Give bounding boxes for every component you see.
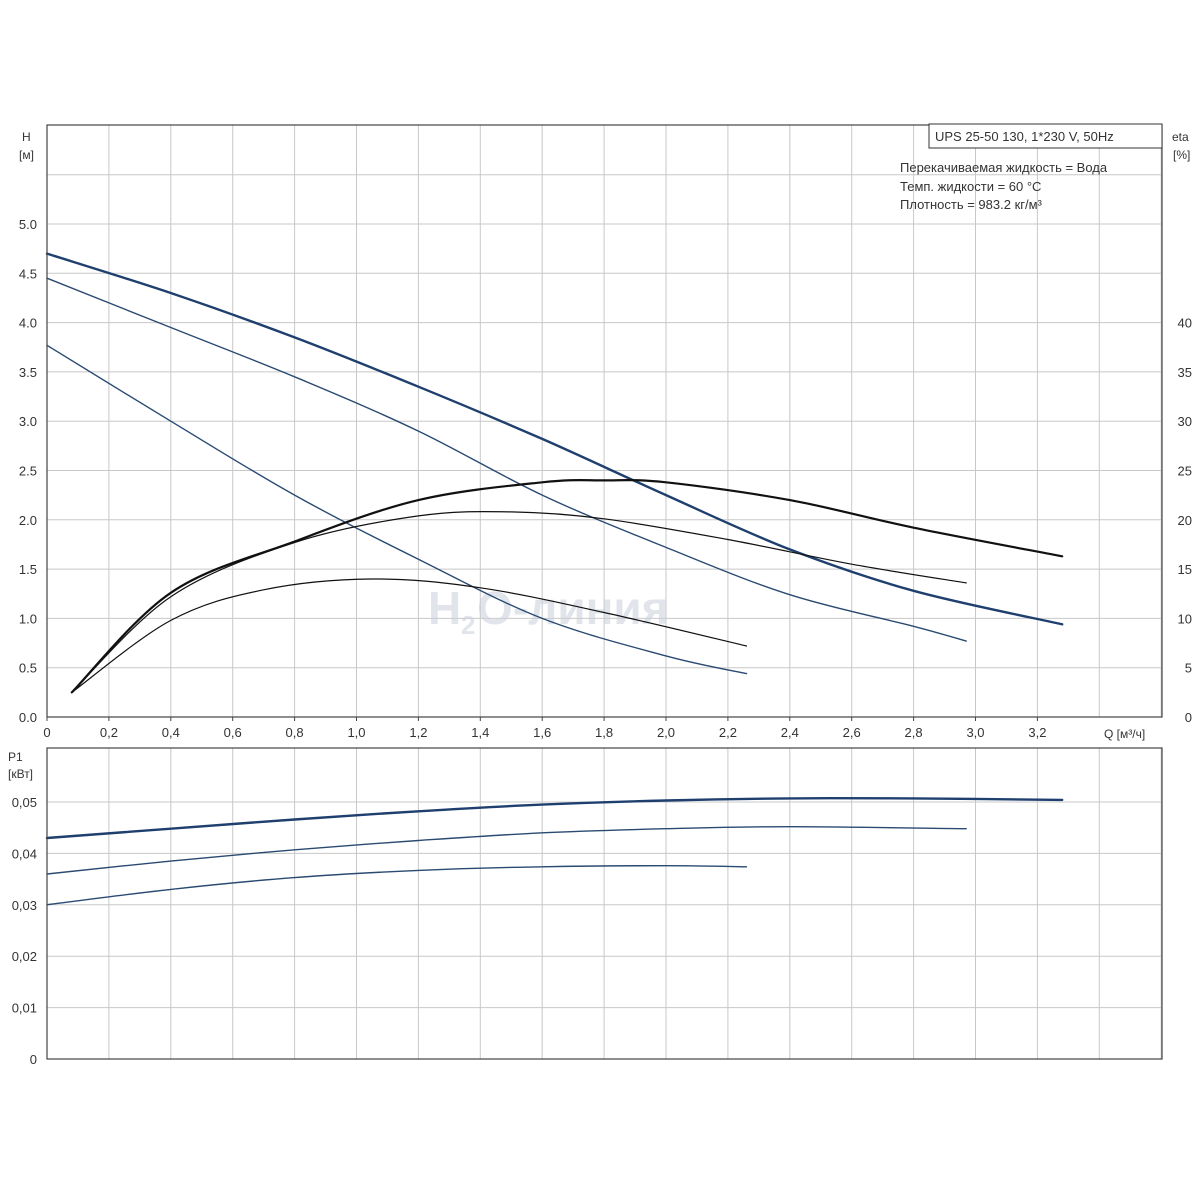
x-axis-title-q: Q [м³/ч]	[1104, 727, 1145, 741]
y2-axis-unit-percent: [%]	[1173, 148, 1190, 162]
x-tick-label: 0	[43, 725, 50, 740]
y-tick-label: 3.5	[19, 365, 37, 380]
y-tick-label: 4.0	[19, 316, 37, 331]
y-tick-label: 0.0	[19, 710, 37, 725]
x-tick-label: 0,6	[224, 725, 242, 740]
head-curve-2	[46, 277, 967, 642]
power-tick-label: 0	[30, 1052, 37, 1067]
y2-tick-label: 5	[1185, 661, 1192, 676]
y-tick-label: 5.0	[19, 217, 37, 232]
power-chart-grid	[47, 748, 1162, 1059]
x-tick-label: 0,2	[100, 725, 118, 740]
x-tick-label: 1,4	[471, 725, 489, 740]
y-axis-unit-m: [м]	[19, 148, 34, 162]
x-tick-label: 0,8	[286, 725, 304, 740]
power-tick-label: 0,04	[12, 846, 37, 861]
efficiency-curve-6	[71, 578, 748, 693]
x-tick-label: 2,4	[781, 725, 799, 740]
y2-tick-label: 10	[1178, 611, 1192, 626]
y2-tick-label: 40	[1178, 316, 1192, 331]
power-chart-axes: 0 0,01 0,02 0,03 0,04 0,05	[12, 747, 1163, 1067]
power-axis-title: P1	[8, 750, 23, 764]
power-curve-2	[46, 825, 967, 875]
x-tick-label: 3,0	[966, 725, 984, 740]
y2-axis-title-eta: eta	[1172, 130, 1189, 144]
efficiency-curve-5	[71, 510, 967, 693]
x-tick-label: 2,8	[905, 725, 923, 740]
x-tick-label: 1,0	[347, 725, 365, 740]
y-tick-label: 1.0	[19, 611, 37, 626]
y2-tick-label: 25	[1178, 464, 1192, 479]
power-tick-label: 0,05	[12, 795, 37, 810]
info-temperature: Темп. жидкости = 60 °C	[900, 179, 1041, 194]
x-tick-label: 0,4	[162, 725, 180, 740]
y-tick-label: 1.5	[19, 562, 37, 577]
y2-tick-label: 15	[1178, 562, 1192, 577]
watermark-sub: 2	[461, 610, 475, 640]
info-fluid: Перекачиваемая жидкость = Вода	[900, 160, 1108, 175]
x-tick-label: 2,0	[657, 725, 675, 740]
top-chart-axes: 0 0,2 0,4 0,6 0,8 1,0 1,2 1,4 1,6 1,8 2,0 2,2 2,4 2,6…	[19, 124, 1192, 740]
y2-tick-label: 35	[1178, 365, 1192, 380]
head-efficiency-series	[45, 252, 1064, 694]
model-title-box	[928, 123, 1163, 149]
x-tick-label: 2,6	[843, 725, 861, 740]
power-tick-label: 0,03	[12, 898, 37, 913]
head-curve-3	[46, 344, 748, 675]
y-tick-label: 2.0	[19, 513, 37, 528]
power-curve-3	[46, 864, 748, 906]
efficiency-curve-4	[70, 479, 1064, 694]
y2-tick-label: 20	[1178, 513, 1192, 528]
power-tick-label: 0,02	[12, 949, 37, 964]
x-tick-label: 1,2	[409, 725, 427, 740]
y-tick-label: 4.5	[19, 266, 37, 281]
top-chart-grid	[47, 125, 1162, 717]
watermark-text: O-линия	[477, 582, 669, 634]
y-axis-title-h: H	[22, 130, 31, 144]
head-curve-1	[45, 252, 1064, 626]
y-tick-label: 2.5	[19, 464, 37, 479]
y-tick-label: 0.5	[19, 661, 37, 676]
power-axis-unit: [кВт]	[8, 767, 33, 781]
y2-tick-label: 0	[1185, 710, 1192, 725]
x-tick-label: 3,2	[1028, 725, 1046, 740]
power-plot-frame	[46, 747, 1163, 1060]
x-tick-label: 1,6	[533, 725, 551, 740]
model-title: UPS 25-50 130, 1*230 V, 50Hz	[935, 129, 1114, 144]
power-curve-1	[45, 796, 1064, 840]
watermark-h: H	[428, 582, 461, 634]
info-density: Плотность = 983.2 кг/м³	[900, 197, 1043, 212]
power-series	[45, 796, 1064, 906]
x-tick-label: 1,8	[595, 725, 613, 740]
x-tick-label: 2,2	[719, 725, 737, 740]
y2-tick-label: 30	[1178, 414, 1192, 429]
power-tick-label: 0,01	[12, 1001, 37, 1016]
y-tick-label: 3.0	[19, 414, 37, 429]
